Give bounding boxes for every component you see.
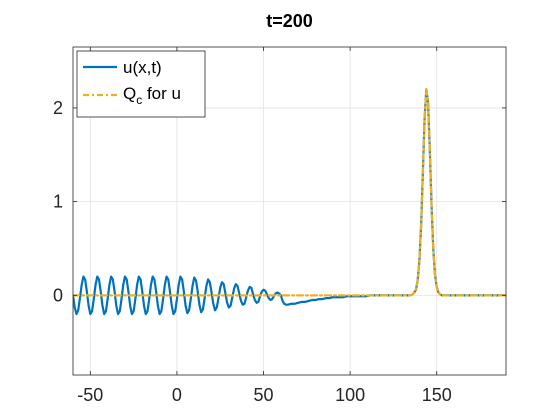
legend-label-qc-subscript: c [136,93,142,107]
chart-title: t=200 [266,11,313,31]
axis-ticks [73,47,506,375]
axes-box [72,46,507,376]
x-tick-label: -50 [77,385,103,405]
tick-labels: -50 0 50 100 150 0 1 2 [53,98,452,405]
series-line-qc [73,88,506,297]
legend-label-qc: Qc for u [123,84,181,107]
legend-label-u: u(x,t) [123,58,162,77]
x-tick-label: 50 [254,385,274,405]
x-tick-label: 150 [422,385,452,405]
y-tick-label: 1 [53,192,63,212]
y-tick-label: 0 [53,285,63,305]
x-tick-label: 100 [335,385,365,405]
y-tick-label: 2 [53,98,63,118]
legend-label-qc-rest: for u [142,84,181,103]
legend-box [76,50,206,118]
legend-label-qc-main: Q [123,84,136,103]
legend: u(x,t) Qc for u [76,50,206,118]
x-tick-label: 0 [172,385,182,405]
data-series [73,88,506,316]
